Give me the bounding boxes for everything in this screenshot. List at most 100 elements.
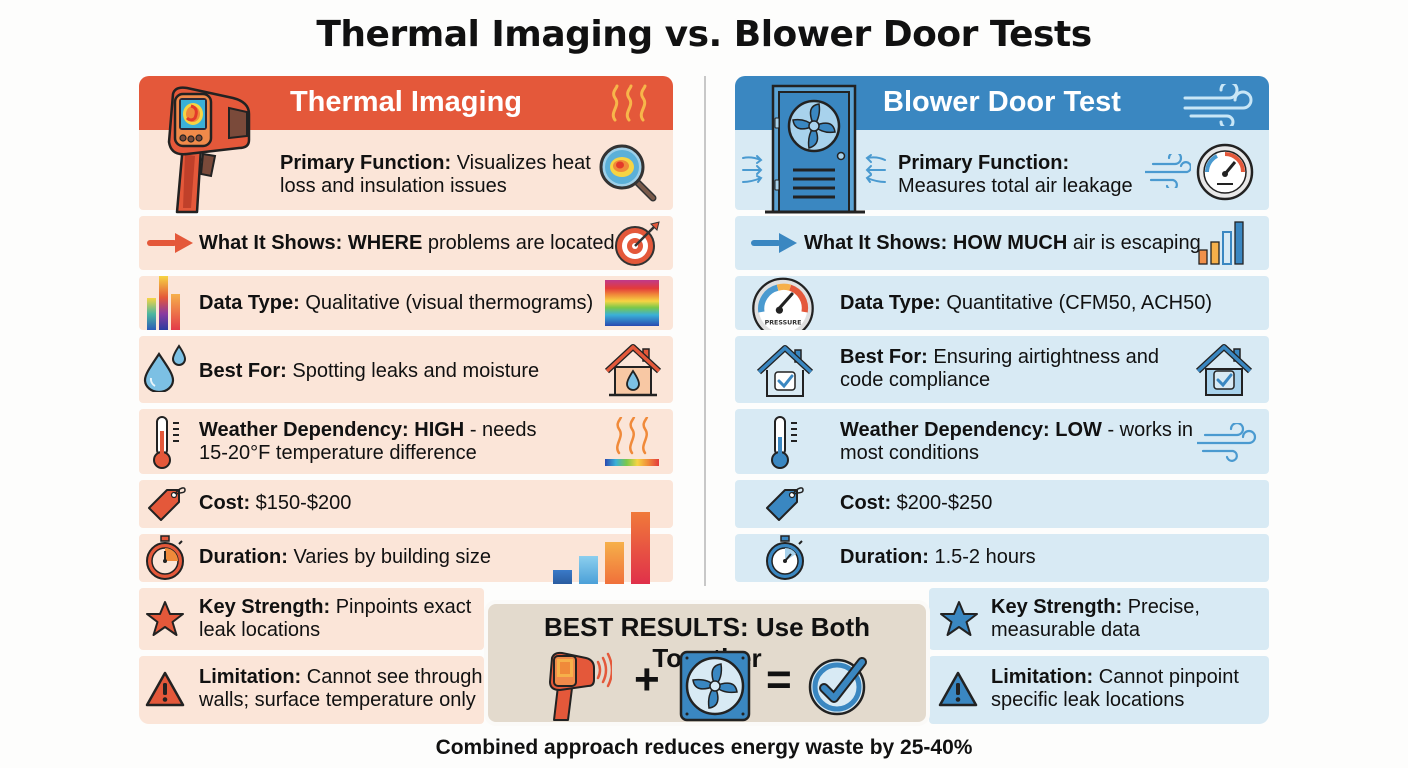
row-label: Limitation:	[991, 666, 1094, 688]
row-value-line2: Measures total air leakage	[898, 175, 1133, 197]
row-label: What It Shows: HOW MUCH	[804, 232, 1068, 254]
best-results-box: BEST RESULTS: Use Both Together + =	[484, 600, 930, 726]
row-value: - works in	[1107, 419, 1194, 441]
signal-bars-icon	[1198, 221, 1244, 265]
row-value: Spotting leaks and moisture	[292, 360, 540, 382]
row-value: Visualizes heat	[456, 152, 591, 174]
row-value: Qualitative (visual thermograms)	[305, 292, 594, 314]
thermal-spectrum-icon	[605, 280, 659, 326]
warning-icon	[145, 671, 185, 707]
plus-sign: +	[634, 655, 660, 704]
pressure-gauge-icon: PRESSURE	[752, 277, 814, 330]
gauge-icon	[1196, 143, 1254, 201]
page-title: Thermal Imaging vs. Blower Door Tests	[316, 14, 1092, 55]
row-value: Ensuring airtightness and	[933, 346, 1160, 368]
row-value-line2: loss and insulation issues	[280, 175, 507, 197]
thermal-row-what-it-shows: What It Shows: WHERE problems are locate…	[139, 216, 673, 270]
blower-row-cost: Cost: $200-$250	[735, 480, 1269, 528]
row-label: Primary Function:	[898, 152, 1070, 174]
row-value: Quantitative (CFM50, ACH50)	[946, 292, 1212, 314]
row-label: Weather Dependency: LOW	[840, 419, 1102, 441]
fan-icon	[679, 650, 751, 722]
blower-row-what-it-shows: What It Shows: HOW MUCH air is escaping	[735, 216, 1269, 270]
wind-icon	[1183, 84, 1253, 126]
row-label: Best For:	[199, 360, 287, 382]
row-label: Key Strength:	[991, 596, 1123, 618]
thermometer-icon	[771, 416, 797, 469]
warning-icon	[938, 671, 978, 707]
row-value: Cannot see through	[306, 666, 483, 688]
heat-waves-icon	[611, 84, 647, 122]
row-value-line2: specific leak locations	[991, 689, 1185, 711]
center-divider	[704, 76, 706, 586]
row-label: Primary Function:	[280, 152, 452, 174]
row-label: Cost:	[199, 492, 251, 514]
gauge-label: PRESSURE	[765, 320, 802, 327]
bar-chart-icon	[553, 512, 650, 584]
check-circle-icon	[808, 657, 867, 716]
stopwatch-icon	[146, 535, 184, 580]
magnifier-heatmap-icon	[599, 144, 657, 202]
thermal-header-title: Thermal Imaging	[289, 86, 523, 118]
arrow-right-icon	[147, 233, 193, 253]
row-value-line2: 15-20°F temperature difference	[199, 442, 477, 464]
blower-row-weather-dependency: Weather Dependency: LOW - works in most …	[735, 409, 1269, 474]
row-value: $200-$250	[896, 492, 993, 514]
wind-small-icon	[1145, 154, 1191, 188]
blower-door-icon	[765, 84, 865, 214]
wind-icon	[1197, 423, 1257, 462]
row-label: What It Shows: WHERE	[199, 232, 423, 254]
row-value-line2: walls; surface temperature only	[199, 689, 476, 711]
heat-spectrum-icon	[605, 417, 659, 467]
row-label: Limitation:	[199, 666, 302, 688]
thermal-camera-icon	[548, 651, 612, 721]
house-drop-icon	[605, 344, 661, 397]
water-drops-icon	[143, 344, 187, 392]
row-value: $150-$200	[255, 492, 352, 514]
row-value-line2: code compliance	[840, 369, 991, 391]
footer-summary: Combined approach reduces energy waste b…	[435, 736, 973, 759]
thermal-row-data-type: Data Type: Qualitative (visual thermogra…	[139, 276, 673, 330]
price-tag-icon	[148, 487, 186, 521]
thermal-row-best-for: Best For: Spotting leaks and moisture	[139, 336, 673, 403]
arrow-right-icon	[751, 233, 797, 253]
blower-row-limitation: Limitation: Cannot pinpoint specific lea…	[929, 656, 1269, 724]
row-value: 1.5-2 hours	[934, 546, 1036, 568]
thermometer-icon	[153, 416, 179, 469]
thermal-camera-icon	[167, 86, 251, 214]
thermal-row-cost: Cost: $150-$200	[139, 480, 673, 528]
row-value: air is escaping	[1072, 232, 1201, 254]
star-icon	[146, 601, 184, 636]
blower-row-key-strength: Key Strength: Precise, measurable data	[929, 588, 1269, 650]
stopwatch-icon	[766, 535, 804, 580]
row-label: Weather Dependency: HIGH	[199, 419, 465, 441]
airflow-arrows-right-icon	[865, 154, 886, 183]
thermal-row-limitation: Limitation: Cannot see through walls; su…	[139, 656, 484, 724]
thermal-imaging-panel: Thermal Imaging Primary Function: Visual…	[139, 76, 673, 726]
blower-row-duration: Duration: 1.5-2 hours	[735, 534, 1269, 582]
row-label: Duration:	[199, 546, 288, 568]
row-value: Pinpoints exact	[335, 596, 472, 618]
row-value: Precise,	[1127, 596, 1200, 618]
row-value: - needs	[469, 419, 537, 441]
row-value-line2: most conditions	[840, 442, 979, 464]
thermal-row-key-strength: Key Strength: Pinpoints exact leak locat…	[139, 588, 484, 650]
row-label: Duration:	[840, 546, 929, 568]
row-label: Data Type:	[199, 292, 300, 314]
row-label: Data Type:	[840, 292, 941, 314]
blower-row-best-for: Best For: Ensuring airtightness and code…	[735, 336, 1269, 403]
row-label: Best For:	[840, 346, 928, 368]
row-value: Varies by building size	[293, 546, 491, 568]
thermal-row-primary-function: Primary Function: Visualizes heat loss a…	[139, 130, 673, 210]
house-check-icon	[757, 345, 813, 397]
row-label: Cost:	[840, 492, 892, 514]
airflow-arrows-left-icon	[742, 155, 763, 183]
row-value: problems are located	[427, 232, 615, 254]
blower-header-title: Blower Door Test	[883, 86, 1121, 118]
row-label: Key Strength:	[199, 596, 331, 618]
thermal-row-weather-dependency: Weather Dependency: HIGH - needs 15-20°F…	[139, 409, 673, 474]
row-value-line2: leak locations	[199, 619, 321, 641]
rainbow-bars-icon	[147, 276, 180, 330]
house-check-icon	[1195, 344, 1253, 396]
blower-door-panel: Blower Door Test Primary Function: Measu…	[735, 76, 1269, 726]
